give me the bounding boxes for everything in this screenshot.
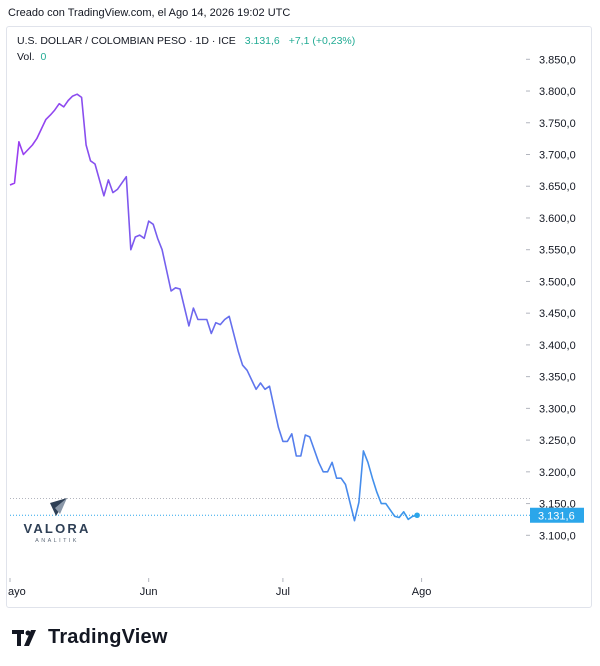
x-tick-label: Jul	[276, 586, 290, 598]
y-tick-label: 3.650,0	[539, 181, 576, 193]
watermark-sub: ANALITIK	[35, 538, 79, 544]
x-tick-label: ayo	[8, 586, 26, 598]
y-tick-label: 3.850,0	[539, 54, 576, 66]
volume-value: 0	[40, 51, 47, 63]
y-tick-label: 3.150,0	[539, 499, 576, 511]
x-tick-label: Jun	[140, 586, 158, 598]
y-tick-label: 3.250,0	[539, 435, 576, 447]
y-tick-label: 3.350,0	[539, 372, 576, 384]
watermark-name: VALORA	[23, 521, 90, 536]
price-series-line[interactable]	[9, 93, 418, 522]
chart-legend: U.S. DOLLAR / COLOMBIAN PESO · 1D · ICE …	[17, 35, 356, 63]
y-tick-label: 3.700,0	[539, 149, 576, 161]
y-tick-label: 3.600,0	[539, 213, 576, 225]
last-point-marker[interactable]	[414, 512, 420, 519]
y-tick-label: 3.550,0	[539, 245, 576, 257]
y-tick-label: 3.400,0	[539, 340, 576, 352]
last-price-label: 3.131,6	[244, 35, 280, 47]
change-label: +7,1 (+0,23%)	[288, 35, 356, 47]
y-tick-label: 3.300,0	[539, 403, 576, 415]
price-chart[interactable]: 3.850,0 3.800,0 3.750,0 3.700,0 3.650,0 3.600…	[0, 0, 600, 610]
last-price-tag-label: 3.131,6	[538, 510, 575, 522]
x-tick-label: Ago	[412, 586, 432, 598]
y-tick-label: 3.500,0	[539, 276, 576, 288]
tradingview-wordmark: TradingView	[48, 626, 168, 648]
tradingview-logo[interactable]: TradingView	[12, 626, 168, 649]
volume-legend: Vol. 0	[17, 51, 46, 63]
chart-panel	[6, 26, 592, 608]
last-price-tag	[530, 507, 584, 523]
y-tick-label: 3.800,0	[539, 86, 576, 98]
created-by-label: Creado con TradingView.com, el Ago 14, 2…	[8, 7, 291, 19]
valora-logo-shade-icon	[55, 498, 67, 514]
symbol-label[interactable]: U.S. DOLLAR / COLOMBIAN PESO · 1D · ICE	[17, 35, 236, 47]
volume-label: Vol.	[17, 51, 35, 63]
y-tick-label: 3.100,0	[539, 530, 576, 542]
valora-watermark: VALORA ANALITIK	[23, 498, 90, 544]
tradingview-logo-icon	[12, 629, 36, 646]
y-tick-label: 3.200,0	[539, 467, 576, 479]
y-tick-label: 3.450,0	[539, 308, 576, 320]
y-tick-label: 3.750,0	[539, 118, 576, 130]
